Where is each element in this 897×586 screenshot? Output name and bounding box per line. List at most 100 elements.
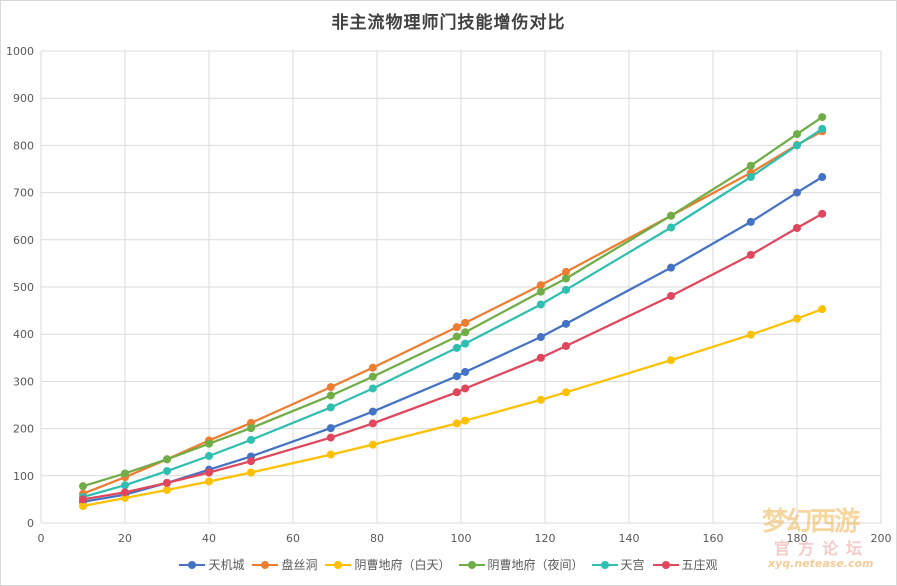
y-tick-label: 700 (13, 187, 34, 200)
data-point-marker (536, 395, 545, 404)
y-tick-label: 600 (13, 234, 34, 247)
data-point-marker (461, 318, 470, 327)
legend-label: 天机城 (208, 558, 245, 572)
data-point-marker (452, 372, 461, 381)
data-point-marker (247, 424, 255, 433)
y-tick-label: 200 (13, 423, 34, 436)
y-tick-label: 800 (13, 139, 34, 152)
series-line (82, 212, 823, 501)
x-tick-label: 180 (787, 532, 808, 545)
data-point-marker (461, 384, 470, 393)
data-point-marker (536, 353, 545, 362)
data-point-marker (205, 451, 213, 460)
data-point-marker (163, 478, 171, 487)
legend-label: 盘丝洞 (281, 558, 318, 572)
data-point-marker (368, 419, 377, 428)
y-tick-label: 100 (13, 470, 34, 483)
data-point-marker (746, 217, 755, 226)
data-point-marker (452, 332, 461, 341)
data-point-marker (79, 495, 87, 504)
y-tick-label: 900 (13, 92, 34, 105)
data-point-marker (163, 467, 171, 476)
x-tick-label: 140 (619, 532, 640, 545)
data-point-marker (562, 267, 570, 276)
data-point-marker (461, 339, 470, 348)
data-point-marker (818, 173, 827, 182)
data-point-marker (793, 130, 801, 139)
data-point-marker (121, 488, 129, 497)
legend-label: 阴曹地府（夜间） (487, 558, 584, 572)
data-point-marker (793, 141, 801, 150)
data-point-marker (247, 468, 255, 477)
legend-item: 天宫 (591, 556, 645, 573)
data-point-marker (368, 440, 377, 449)
legend-label: 五庄观 (681, 558, 718, 572)
data-point-marker (746, 250, 755, 259)
x-tick-label: 120 (535, 532, 556, 545)
data-point-marker (79, 502, 87, 511)
data-point-marker (326, 391, 335, 400)
data-point-marker (163, 485, 171, 494)
data-point-marker (562, 274, 570, 283)
watermark-url: xyq.netease.com (768, 557, 874, 570)
data-point-marker (205, 468, 213, 477)
data-point-marker (121, 493, 129, 502)
data-point-marker (247, 457, 255, 466)
data-point-marker (368, 407, 377, 416)
legend-item: 阴曹地府（白天） (325, 556, 451, 573)
watermark-logo: 梦幻西游 官方论坛 xyq.netease.com (760, 495, 890, 580)
data-point-marker (667, 211, 675, 220)
data-point-marker (121, 481, 129, 490)
x-tick-label: 60 (286, 532, 300, 545)
data-point-marker (746, 330, 755, 339)
y-tick-label: 0 (27, 517, 34, 530)
data-point-marker (326, 403, 335, 412)
chart-title: 非主流物理师门技能增伤对比 (331, 13, 566, 33)
data-point-marker (562, 285, 570, 294)
data-point-marker (536, 281, 545, 290)
data-point-marker (818, 305, 827, 314)
data-point-marker (667, 291, 675, 300)
data-point-marker (793, 188, 801, 197)
legend-label: 阴曹地府（白天） (354, 558, 451, 572)
data-point-marker (121, 469, 129, 478)
data-point-marker (667, 356, 675, 365)
data-point-marker (326, 424, 335, 433)
legend-label: 天宫 (620, 558, 645, 572)
watermark-main-text: 梦幻西游 (762, 507, 860, 537)
y-tick-label: 500 (13, 281, 34, 294)
data-point-marker (746, 173, 755, 182)
legend: 天机城 盘丝洞 阴曹地府（白天） 阴曹地府（夜间） 天宫 五庄观 (0, 556, 897, 573)
legend-item: 五庄观 (652, 556, 718, 573)
data-point-marker (326, 383, 335, 392)
data-point-marker (818, 209, 827, 218)
y-tick-label: 300 (13, 375, 34, 388)
data-point-marker (452, 419, 461, 428)
legend-line-marker-icon (252, 560, 279, 570)
data-point-marker (562, 319, 570, 328)
data-point-marker (326, 450, 335, 459)
data-point-marker (461, 416, 470, 425)
data-point-marker (562, 342, 570, 350)
data-point-marker (536, 333, 545, 342)
data-point-marker (79, 482, 87, 491)
series-line (82, 116, 823, 488)
data-point-marker (205, 477, 213, 486)
legend-line-marker-icon (591, 560, 618, 570)
data-point-marker (536, 287, 545, 296)
data-point-marker (461, 367, 470, 376)
x-tick-label: 100 (451, 532, 472, 545)
data-point-marker (793, 314, 801, 323)
y-tick-label: 1000 (6, 45, 34, 58)
legend-item: 天机城 (179, 556, 244, 573)
data-point-marker (818, 124, 827, 133)
data-point-marker (368, 372, 377, 381)
legend-line-marker-icon (458, 560, 485, 570)
series-line (82, 127, 823, 499)
data-point-marker (461, 328, 470, 337)
data-point-marker (205, 439, 213, 448)
x-tick-label: 20 (118, 532, 132, 545)
data-point-marker (247, 435, 255, 444)
legend-line-marker-icon (652, 560, 679, 570)
data-point-marker (452, 323, 461, 332)
